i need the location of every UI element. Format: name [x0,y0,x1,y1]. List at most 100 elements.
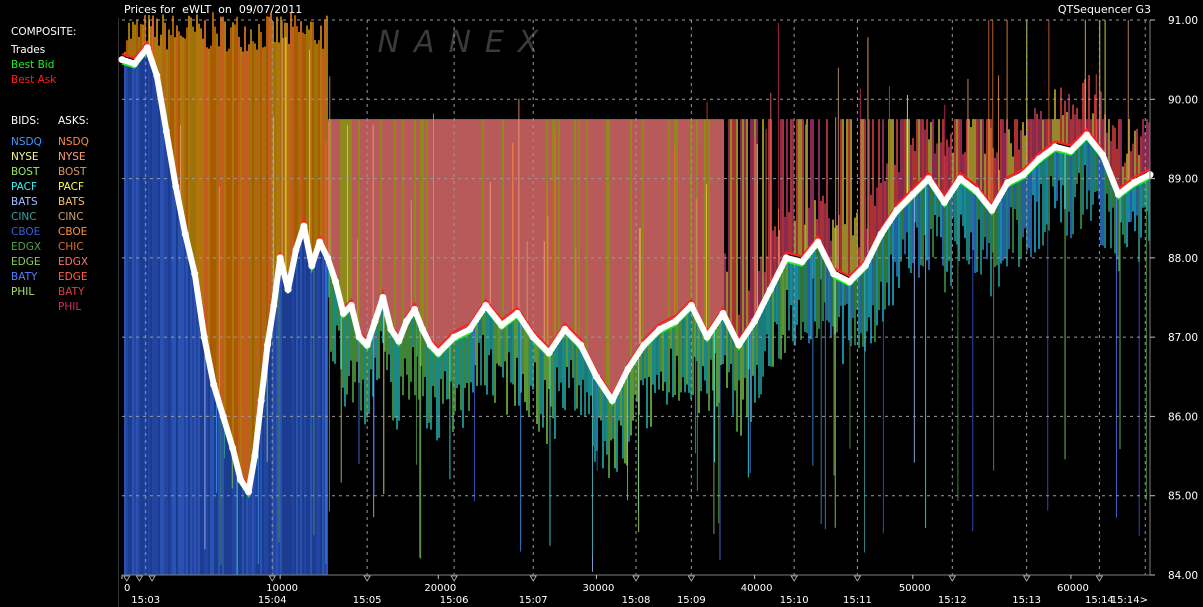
bid-fill [218,402,220,575]
bid-fill [248,494,250,575]
bid-fill [684,316,686,393]
ask-fill [290,12,292,276]
time-marker [790,575,798,582]
ask-fill [1074,114,1076,144]
trade-point [131,60,139,68]
ask-fill [296,26,298,246]
ask-fill [488,119,490,305]
ask-fill [150,26,152,52]
bid-fill [454,341,456,412]
bid-fill [360,341,362,411]
watermark: NANEX [378,25,553,60]
ask-fill [722,119,724,311]
bid-fill [310,260,312,575]
ask-fill [836,225,838,271]
bid-fill [918,193,920,278]
ask-fill [1014,119,1016,176]
bid-fill [330,269,332,352]
ask-fill [942,119,944,195]
bid-fill [560,340,562,383]
ask-fill [238,36,240,466]
bid-fill [564,334,566,411]
ask-fill [960,119,962,175]
legend-ask-item: CBOE [58,226,88,238]
bid-fill [392,334,394,421]
bid-fill [412,317,414,348]
bid-fill [900,211,902,262]
bid-fill [442,353,444,404]
ask-fill [910,144,912,194]
ask-fill [270,12,272,326]
bid-fill [164,121,166,575]
ask-fill [448,119,450,340]
ask-fill [198,23,200,292]
x-tick-label-seq: 40000 [741,583,773,594]
trade-point [324,254,332,262]
ask-fill [452,119,454,336]
ask-fill [380,119,382,303]
ask-fill [276,16,278,286]
ask-fill [1100,91,1102,148]
ask-fill [142,24,144,51]
ask-fill [1062,115,1064,145]
ask-fill [696,119,698,311]
trade-point [210,381,218,389]
time-marker [853,575,862,582]
ask-fill [774,226,776,279]
bid-fill [998,203,1000,287]
bid-fill [1112,182,1114,208]
legend-composite-item: Best Bid [11,59,55,71]
trade-point [925,175,933,183]
ask-fill [632,119,634,360]
bid-fill [134,67,136,576]
ask-fill [262,47,264,390]
bid-fill [804,263,806,332]
trade-point [608,397,616,405]
x-tick-label-time: 15:07 [519,595,548,606]
legend-ask-item: BATY [58,286,85,298]
trade-point [988,206,996,214]
ask-fill [386,119,388,306]
ask-fill [752,119,754,322]
bid-fill [238,473,240,575]
trade-point [172,183,180,190]
ask-fill [350,119,352,303]
ask-fill [922,119,924,182]
ask-fill [508,119,510,317]
trade-point [426,341,434,349]
bid-fill [410,320,412,382]
bid-fill [1068,154,1070,212]
bid-fill [898,213,900,289]
ask-fill [1070,119,1072,147]
bid-fill [802,265,804,323]
ask-fill [800,119,802,258]
trade-point [529,333,537,341]
ask-fill [924,129,926,180]
bid-fill [988,209,990,244]
bid-fill [728,327,730,373]
ask-fill [732,119,734,328]
ask-fill [550,119,552,348]
bid-fill [1044,159,1046,233]
bid-fill [630,369,632,436]
bid-fill [880,240,882,282]
bid-fill [682,318,684,378]
ask-fill [144,15,146,48]
ask-fill [746,119,748,331]
bid-fill [1048,156,1050,231]
bid-fill [754,326,756,403]
ask-fill [280,16,282,256]
ask-fill [754,119,756,319]
time-marker [450,575,458,582]
ask-fill [286,22,288,278]
ask-fill [586,119,588,352]
ask-fill [966,119,968,179]
bid-fill [572,340,574,378]
bid-fill [1006,189,1008,267]
ask-fill [962,154,964,176]
bid-fill [672,327,674,398]
bid-fill [440,355,442,380]
bid-fill [950,197,952,287]
ask-fill [830,240,832,263]
ask-fill [332,119,334,268]
